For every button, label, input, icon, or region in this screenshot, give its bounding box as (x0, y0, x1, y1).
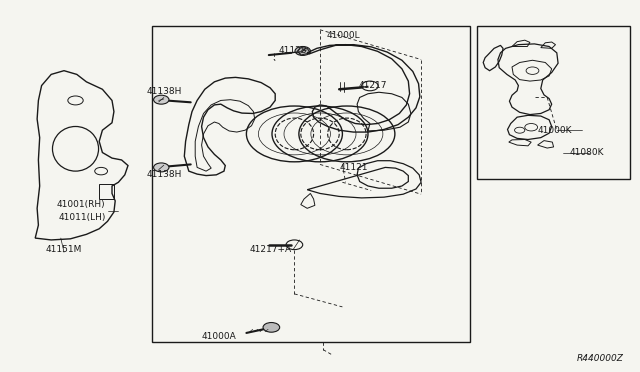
Text: 41128: 41128 (278, 46, 307, 55)
Text: 41217+A: 41217+A (250, 245, 292, 254)
Text: 41138H: 41138H (147, 87, 182, 96)
Circle shape (295, 46, 310, 55)
Text: R440000Z: R440000Z (577, 354, 624, 363)
Text: 41000K: 41000K (538, 126, 572, 135)
Text: 41000L: 41000L (326, 31, 360, 40)
Text: 41000A: 41000A (202, 332, 237, 341)
Text: 41138H: 41138H (147, 170, 182, 179)
Text: 41011(LH): 41011(LH) (58, 213, 106, 222)
Text: 41080K: 41080K (570, 148, 604, 157)
Text: 41121: 41121 (339, 163, 368, 172)
Circle shape (154, 95, 169, 104)
Text: 41217: 41217 (358, 81, 387, 90)
Circle shape (263, 323, 280, 332)
Bar (477, 26, 630, 179)
Circle shape (154, 163, 169, 172)
Text: 41151M: 41151M (46, 245, 82, 254)
Bar (152, 26, 470, 342)
Text: 41001(RH): 41001(RH) (57, 200, 106, 209)
